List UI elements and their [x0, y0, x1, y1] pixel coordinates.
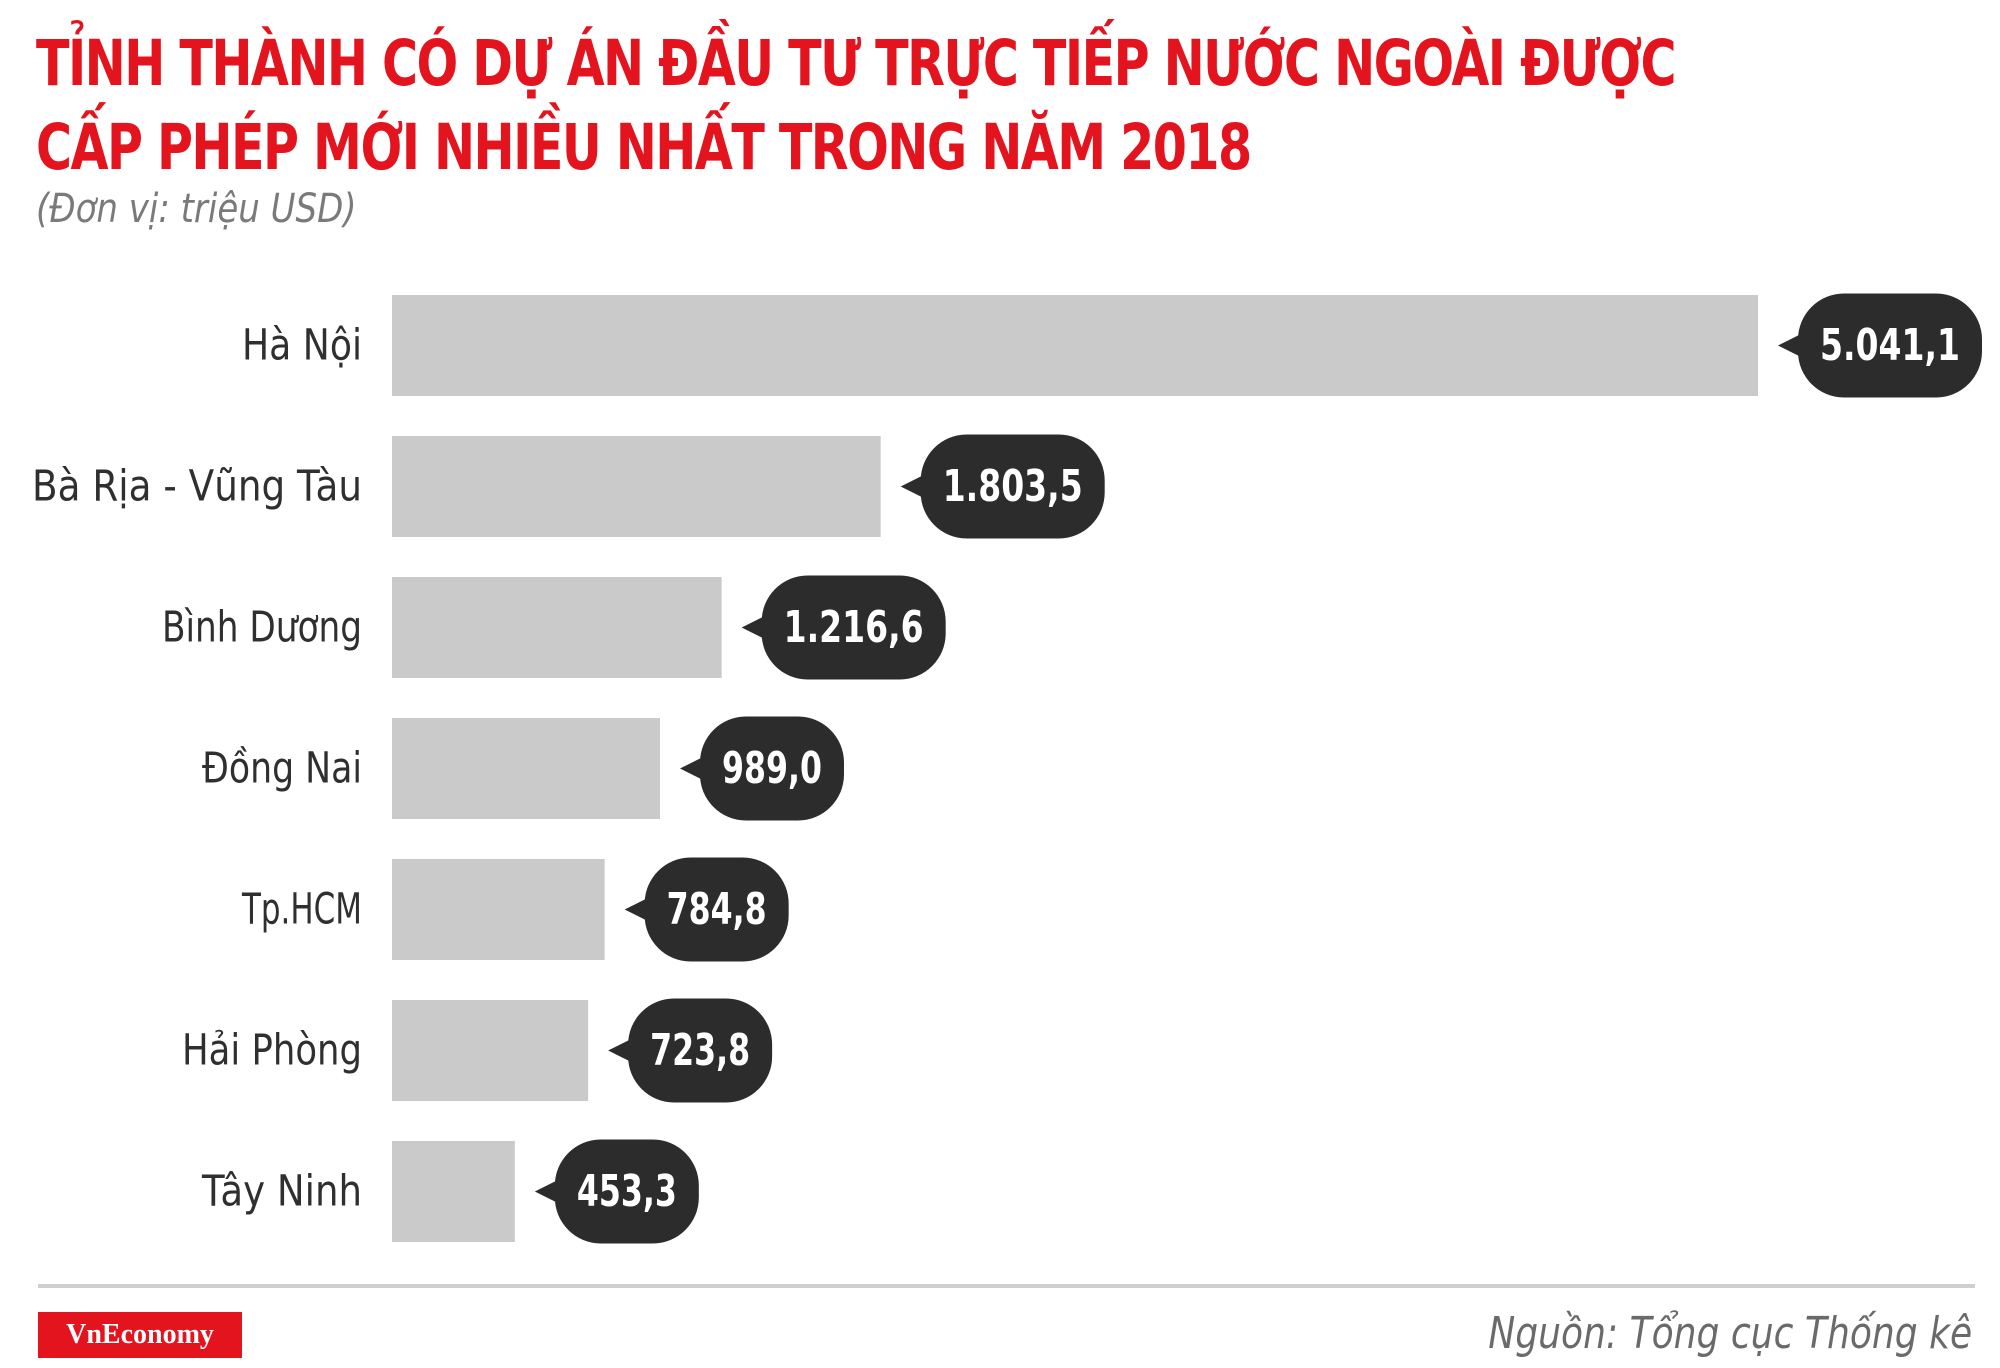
value-label-text: 989,0	[722, 743, 822, 794]
value-label-text: 784,8	[667, 884, 767, 935]
value-label-bubble	[1798, 293, 1982, 398]
footer-divider	[38, 1284, 1975, 1288]
bar	[392, 718, 660, 819]
category-label: Bà Rịa - Vũng Tàu	[32, 462, 362, 512]
value-label-text: 5.041,1	[1820, 320, 1960, 371]
vneconomy-logo: VnEconomy	[38, 1312, 242, 1358]
value-label: 784,8	[624, 857, 789, 962]
value-label-bubble	[920, 434, 1105, 539]
category-label: Tp.HCM	[241, 885, 362, 935]
value-label: 5.041,1	[1778, 293, 1982, 398]
value-label-bubble	[699, 716, 844, 821]
value-label: 1.216,6	[741, 575, 946, 680]
bar	[392, 1141, 515, 1242]
bar	[392, 1000, 589, 1101]
value-label-text: 723,8	[650, 1025, 750, 1076]
category-label: Tây Ninh	[201, 1167, 362, 1217]
chart-title: TỈNH THÀNH CÓ DỰ ÁN ĐẦU TƯ TRỰC TIẾP NƯỚ…	[36, 22, 1677, 190]
value-label-bubble	[628, 998, 773, 1103]
value-label: 989,0	[679, 716, 844, 821]
chart-title-line-1: TỈNH THÀNH CÓ DỰ ÁN ĐẦU TƯ TRỰC TIẾP NƯỚ…	[36, 27, 1677, 100]
value-label: 723,8	[608, 998, 773, 1103]
value-label-bubble	[761, 575, 946, 680]
category-label: Đồng Nai	[202, 744, 362, 794]
value-label-bubble	[554, 1139, 699, 1244]
value-label-bubble	[644, 857, 789, 962]
category-label: Hải Phòng	[182, 1026, 362, 1076]
value-label-text: 1.803,5	[943, 461, 1083, 512]
category-label: Bình Dương	[162, 603, 362, 653]
value-label: 453,3	[534, 1139, 699, 1244]
chart-title-line-2: CẤP PHÉP MỚI NHIỀU NHẤT TRONG NĂM 2018	[36, 111, 1252, 184]
chart-unit-subtitle: (Đơn vị: triệu USD)	[36, 186, 357, 232]
value-label-text: 453,3	[577, 1166, 677, 1217]
bar	[392, 577, 722, 678]
value-label-text: 1.216,6	[784, 602, 924, 653]
category-label: Hà Nội	[242, 321, 362, 371]
bar-chart: Hà Nội 5.041,1 Bà Rịa - Vũng Tàu 1.803,5 Bìn…	[32, 293, 1982, 1244]
bar	[392, 295, 1758, 396]
bar	[392, 436, 881, 537]
value-label: 1.803,5	[900, 434, 1105, 539]
source-note: Nguồn: Tổng cục Thống kê	[1487, 1308, 1972, 1359]
bar	[392, 859, 605, 960]
